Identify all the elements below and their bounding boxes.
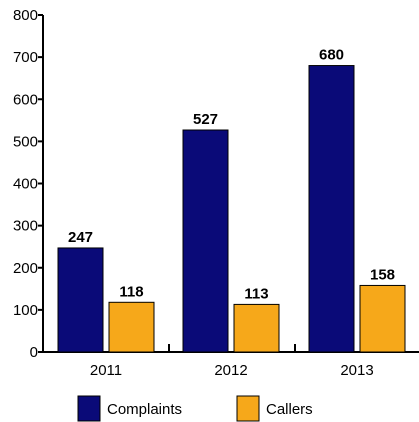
y-tick-label: 300 <box>13 218 38 235</box>
data-label: 118 <box>119 283 143 300</box>
bar-callers-2013 <box>359 284 406 353</box>
legend-swatch-complaints <box>77 395 101 422</box>
legend-label-complaints: Complaints <box>107 401 182 418</box>
legend-swatch-callers <box>236 395 260 422</box>
bar-complaints-2012 <box>182 129 229 353</box>
bars <box>57 65 406 353</box>
x-axis: 2011 2012 2013 <box>43 344 419 379</box>
y-axis: 0 100 200 300 400 500 600 700 800 <box>13 7 44 361</box>
bar-complaints-2013 <box>308 65 355 353</box>
x-tick-label: 2012 <box>214 362 247 379</box>
y-tick-label: 0 <box>30 344 38 361</box>
data-labels: 247 527 680 118 113 158 <box>68 47 395 303</box>
y-tick-label: 500 <box>13 133 38 150</box>
y-tick-label: 800 <box>13 7 38 24</box>
bar-callers-2012 <box>233 303 280 353</box>
x-tick-label: 2013 <box>340 362 373 379</box>
legend-label-callers: Callers <box>266 401 313 418</box>
data-label: 158 <box>370 266 395 283</box>
y-tick-label: 200 <box>13 260 38 277</box>
data-label: 247 <box>68 229 93 246</box>
x-tick-label: 2011 <box>90 362 122 379</box>
y-tick-label: 700 <box>13 49 38 66</box>
data-label: 680 <box>319 47 344 64</box>
legend: Complaints Callers <box>77 395 313 422</box>
y-tick-label: 600 <box>13 91 38 108</box>
data-label: 527 <box>193 111 218 128</box>
data-label: 113 <box>244 285 268 302</box>
bar-callers-2011 <box>108 301 155 353</box>
bar-complaints-2011 <box>57 247 104 353</box>
y-tick-label: 100 <box>13 302 38 319</box>
y-tick-label: 400 <box>13 176 38 193</box>
